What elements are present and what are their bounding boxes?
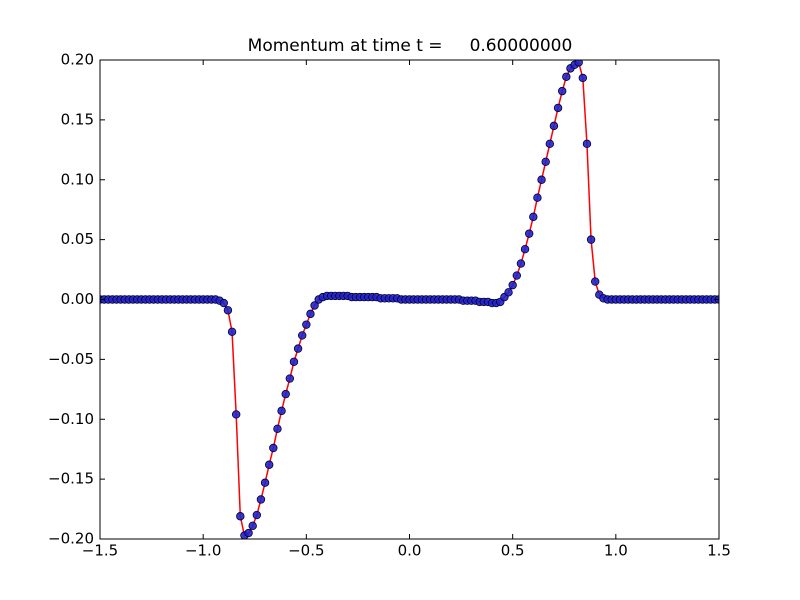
data-point [508,280,517,290]
data-point [281,389,290,399]
data-point [302,320,311,329]
data-point [260,478,270,487]
data-point [520,245,530,254]
data-point [285,374,295,383]
data-point [524,229,534,238]
data-point [516,259,526,268]
y-tick-label: 0.10 [61,170,94,188]
y-tick-label: 0.20 [61,51,94,69]
x-tick-label: −1.5 [82,542,118,560]
y-tick-label: −0.05 [48,350,94,368]
y-tick-label: 0.15 [61,110,94,128]
data-point [545,139,555,149]
data-point [512,271,521,280]
data-point [277,406,286,416]
data-point [256,495,266,504]
x-tick-label: 1.5 [707,542,731,560]
chart-title: Momentum at time t = 0.60000000 [248,36,573,56]
x-tick-label: 0.5 [501,542,525,560]
data-point [574,60,583,67]
data-point [557,86,567,96]
data-point [541,157,550,166]
data-point [529,212,538,222]
data-point [586,235,596,244]
data-point [562,72,571,81]
x-tick-label: −1.0 [185,542,221,560]
x-tick-label: 0.0 [398,542,422,560]
x-tick-label: 1.0 [604,542,628,560]
data-point [549,121,559,131]
data-point [537,175,546,184]
data-point [310,301,319,310]
y-tick-label: −0.15 [48,470,94,488]
y-tick-label: −0.20 [48,530,94,548]
data-point [553,103,563,113]
data-point [248,521,257,531]
data-point [231,410,241,419]
x-tick-label: −0.5 [288,542,324,560]
data-point [591,277,600,286]
data-point [582,139,592,149]
data-point [264,460,274,469]
data-point [227,327,237,337]
data-point [298,331,307,340]
data-point [289,357,299,366]
plot-area [100,60,719,539]
data-point [306,309,315,319]
y-tick-label: 0.00 [61,290,94,308]
data-point [578,73,588,83]
y-tick-label: −0.10 [48,410,94,428]
data-point [504,288,513,297]
data-point [293,344,303,353]
data-point [236,512,245,521]
data-point [252,510,262,520]
data-point [219,298,228,308]
y-tick-label: 0.05 [61,230,94,248]
data-point [244,528,253,538]
data-point [223,306,233,315]
data-point [269,443,278,453]
data-point [273,424,282,434]
data-point [533,193,542,202]
